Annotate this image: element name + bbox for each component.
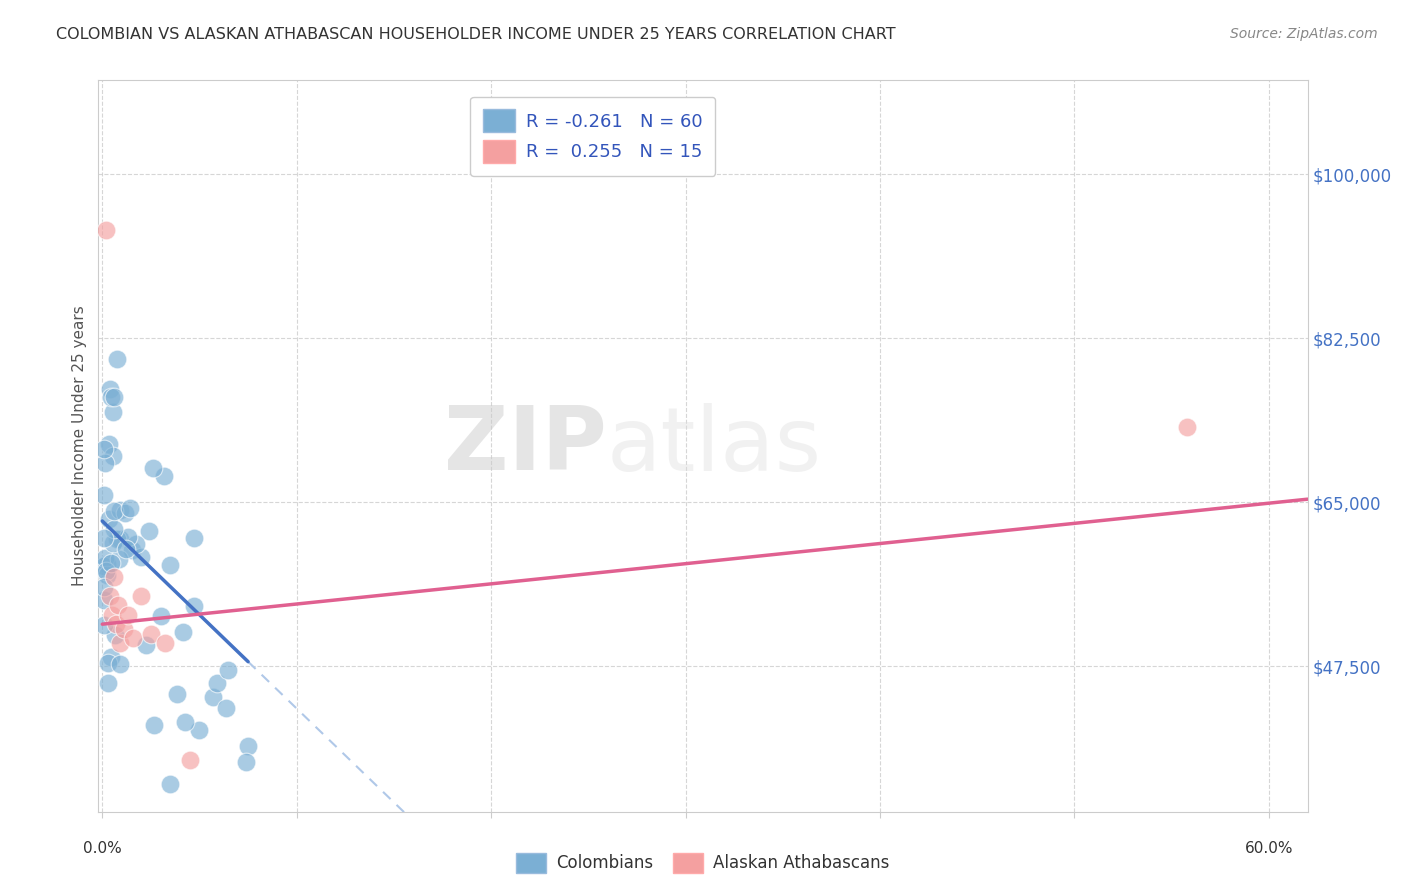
Point [103, 504, 125, 518]
Point [236, 739, 259, 754]
Point [139, 626, 162, 640]
Text: atlas: atlas [606, 402, 821, 490]
Point [215, 701, 238, 715]
Point [110, 502, 132, 516]
Point [93, 559, 115, 574]
Text: 60.0%: 60.0% [1244, 841, 1294, 856]
Point [93, 618, 115, 632]
Point [174, 714, 197, 729]
Point [138, 524, 160, 538]
Point [101, 536, 124, 550]
Point [93, 580, 115, 594]
Point [112, 622, 135, 636]
Point [121, 543, 143, 558]
Point [96, 676, 118, 690]
Point [159, 776, 181, 790]
Point [129, 589, 152, 603]
Point [129, 549, 152, 564]
Point [96, 567, 118, 582]
Point [159, 558, 181, 573]
Point [103, 390, 125, 404]
Point [153, 468, 176, 483]
Point [94, 565, 117, 579]
Text: ZIP: ZIP [443, 402, 606, 490]
Point [122, 632, 145, 646]
Point [117, 607, 139, 622]
Point [100, 390, 122, 404]
Point [117, 530, 139, 544]
Point [207, 676, 229, 690]
Text: 0.0%: 0.0% [83, 841, 122, 856]
Point [103, 522, 125, 536]
Point [108, 533, 131, 547]
Point [94, 550, 117, 565]
Point [97, 657, 120, 671]
Point [153, 636, 176, 650]
Point [104, 628, 127, 642]
Point [98, 589, 121, 603]
Point [115, 542, 138, 557]
Point [104, 617, 127, 632]
Legend: Colombians, Alaskan Athabascans: Colombians, Alaskan Athabascans [509, 847, 897, 880]
Legend: R = -0.261   N = 60, R =  0.255   N = 15: R = -0.261 N = 60, R = 0.255 N = 15 [470, 96, 716, 176]
Point [114, 507, 136, 521]
Point [93, 488, 115, 502]
Point [98, 512, 121, 526]
Text: COLOMBIAN VS ALASKAN ATHABASCAN HOUSEHOLDER INCOME UNDER 25 YEARS CORRELATION CH: COLOMBIAN VS ALASKAN ATHABASCAN HOUSEHOL… [56, 27, 896, 42]
Point [110, 657, 132, 671]
Point [93, 442, 115, 456]
Point [235, 755, 257, 769]
Point [101, 607, 124, 622]
Point [101, 405, 124, 419]
Point [202, 690, 225, 704]
Point [142, 461, 165, 475]
Point [188, 723, 211, 738]
Point [183, 599, 205, 613]
Point [108, 636, 131, 650]
Point [105, 532, 128, 546]
Point [93, 593, 115, 607]
Point [96, 223, 118, 237]
Point [149, 608, 172, 623]
Point [98, 382, 121, 396]
Point [124, 536, 146, 550]
Point [100, 650, 122, 665]
Point [96, 557, 118, 571]
Point [166, 688, 188, 702]
Text: Source: ZipAtlas.com: Source: ZipAtlas.com [1230, 27, 1378, 41]
Point [103, 570, 125, 584]
Point [107, 599, 129, 613]
Point [120, 500, 142, 515]
Point [105, 352, 128, 367]
Y-axis label: Householder Income Under 25 years: Householder Income Under 25 years [72, 306, 87, 586]
Point [94, 456, 117, 470]
Point [1175, 420, 1198, 434]
Point [172, 625, 194, 640]
Point [179, 753, 201, 767]
Point [183, 531, 205, 545]
Point [108, 551, 131, 566]
Point [100, 556, 122, 570]
Point [217, 663, 239, 677]
Point [142, 718, 165, 732]
Point [93, 531, 115, 545]
Point [135, 638, 157, 652]
Point [98, 436, 121, 450]
Point [103, 449, 125, 463]
